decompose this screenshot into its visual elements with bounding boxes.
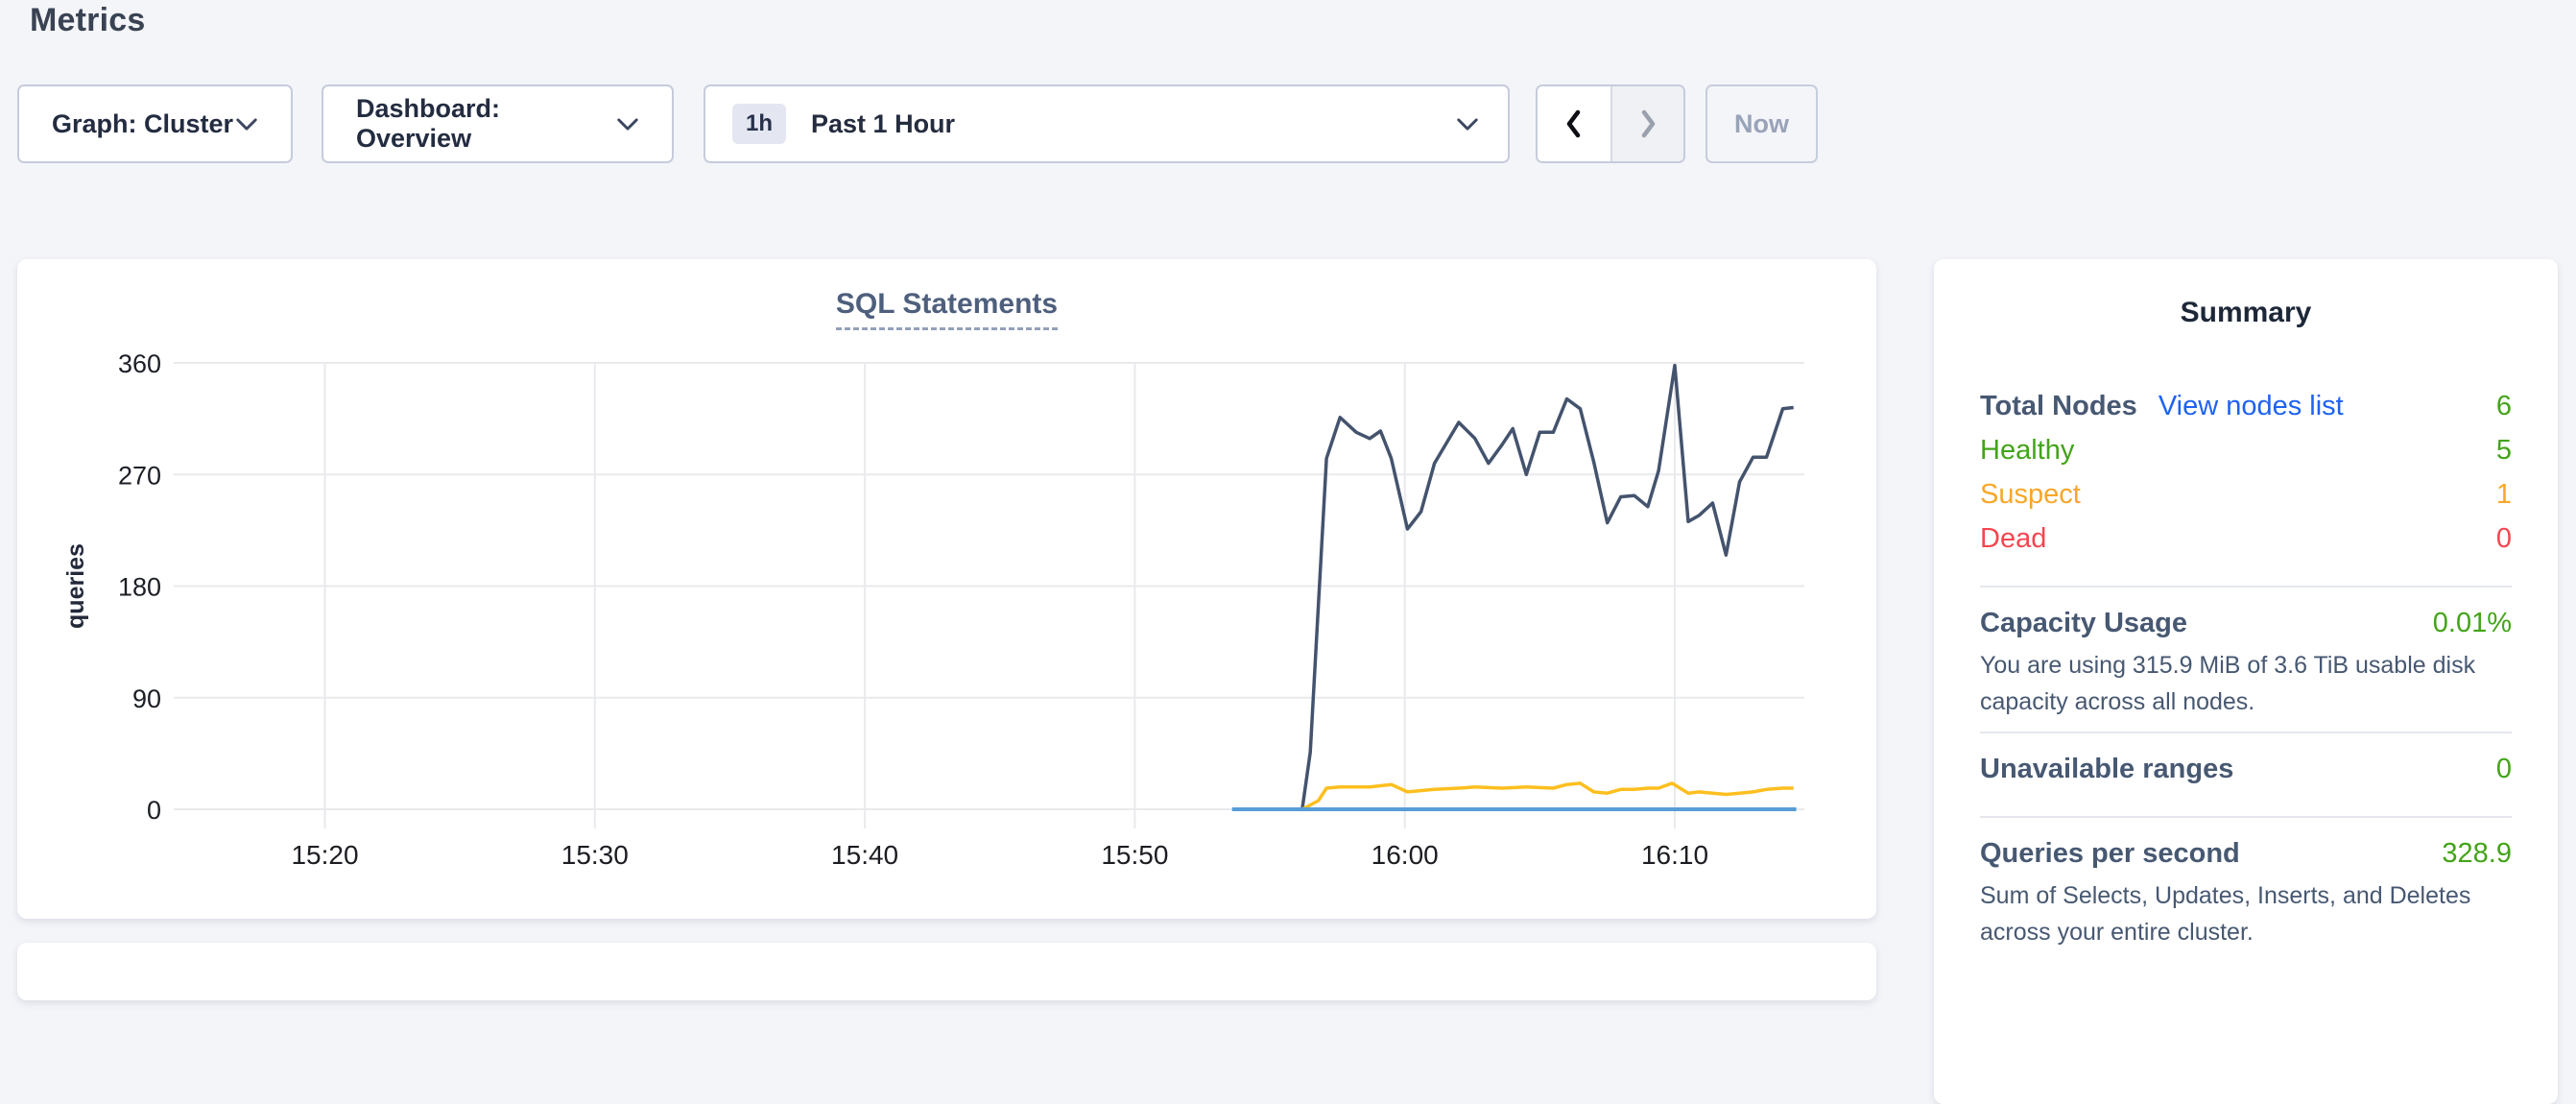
sql-statements-chart: 0 90 180 270 360 15:20 15:30 15:40 15:50 16:00 16:…: [62, 349, 1804, 870]
now-button[interactable]: Now: [1705, 84, 1818, 163]
next-time-window-button[interactable]: [1610, 86, 1683, 161]
capacity-usage-value: 0.01%: [2432, 607, 2512, 638]
svg-text:0: 0: [147, 796, 161, 825]
chevron-down-icon: [236, 117, 257, 131]
total-nodes-label: Total Nodes: [1980, 390, 2137, 421]
chart-gridlines: [174, 362, 1804, 828]
summary-title: Summary: [2180, 297, 2312, 328]
page-title: Metrics: [30, 2, 146, 38]
svg-text:15:50: 15:50: [1101, 840, 1168, 870]
statements-yellow-line: [1300, 781, 1794, 811]
summary-panel: Summary Total Nodes View nodes list 6 He…: [1934, 259, 2558, 1104]
graph-dropdown-label: Graph: Cluster: [52, 108, 234, 138]
chevron-down-icon: [617, 117, 638, 131]
queries-per-second-value: 328.9: [2442, 837, 2512, 869]
chevron-left-icon: [1566, 109, 1581, 138]
svg-text:360: 360: [118, 349, 161, 378]
queries-per-second-row: Queries per second 328.9: [1980, 831, 2512, 876]
suspect-nodes-row: Suspect 1: [1980, 472, 2512, 516]
time-step-buttons: [1536, 84, 1685, 163]
svg-text:16:10: 16:10: [1641, 840, 1708, 870]
dead-value: 0: [2495, 522, 2512, 554]
unavailable-ranges-value: 0: [2495, 753, 2512, 784]
svg-text:15:30: 15:30: [561, 840, 629, 870]
view-nodes-list-link[interactable]: View nodes list: [2158, 390, 2344, 421]
svg-text:90: 90: [132, 684, 161, 713]
queries-per-second-label: Queries per second: [1980, 837, 2240, 869]
healthy-value: 5: [2495, 434, 2512, 466]
suspect-value: 1: [2495, 478, 2512, 510]
suspect-label: Suspect: [1980, 478, 2081, 510]
nodes-summary: Total Nodes View nodes list 6 Healthy 5 …: [1980, 384, 2512, 561]
total-nodes-row: Total Nodes View nodes list 6: [1980, 384, 2512, 428]
capacity-usage-description: You are using 315.9 MiB of 3.6 TiB usabl…: [1980, 652, 2476, 715]
total-nodes-value: 6: [2495, 390, 2512, 421]
unavailable-ranges-row: Unavailable ranges 0: [1980, 747, 2512, 791]
healthy-nodes-row: Healthy 5: [1980, 428, 2512, 472]
previous-time-window-button[interactable]: [1538, 86, 1610, 161]
svg-text:queries: queries: [62, 543, 89, 629]
time-range-badge: 1h: [732, 104, 787, 144]
svg-text:15:20: 15:20: [291, 840, 358, 870]
time-range-selector[interactable]: 1h Past 1 Hour: [704, 84, 1510, 163]
time-range-label: Past 1 Hour: [811, 108, 956, 138]
divider: [1980, 816, 2512, 818]
svg-text:270: 270: [118, 461, 161, 490]
svg-text:180: 180: [118, 573, 161, 602]
chart-title-row: SQL Statements: [17, 288, 1876, 330]
chart-axis-labels: 0 90 180 270 360 15:20 15:30 15:40 15:50 16:00 16:…: [62, 349, 1708, 870]
svg-text:15:40: 15:40: [831, 840, 898, 870]
divider: [1980, 586, 2512, 588]
unavailable-ranges-label: Unavailable ranges: [1980, 753, 2234, 784]
chevron-right-icon: [1641, 109, 1656, 138]
dead-nodes-row: Dead 0: [1980, 516, 2512, 561]
capacity-usage-row: Capacity Usage 0.01%: [1980, 601, 2512, 645]
next-chart-card: [17, 943, 1876, 1000]
dashboard-dropdown-label: Dashboard: Overview: [356, 94, 501, 153]
graph-dropdown[interactable]: Graph: Cluster: [17, 84, 293, 163]
statements-dark-line: [1300, 363, 1794, 810]
dead-label: Dead: [1980, 522, 2047, 554]
capacity-usage-label: Capacity Usage: [1980, 607, 2187, 638]
queries-per-second-description: Sum of Selects, Updates, Inserts, and De…: [1980, 882, 2471, 946]
chart-title[interactable]: SQL Statements: [835, 288, 1059, 330]
metrics-toolbar: Graph: Cluster Dashboard: Overview 1h Pa…: [17, 84, 1818, 163]
dashboard-dropdown[interactable]: Dashboard: Overview: [322, 84, 674, 163]
divider: [1980, 732, 2512, 733]
chevron-down-icon: [1457, 117, 1478, 131]
svg-text:16:00: 16:00: [1371, 840, 1439, 870]
sql-statements-chart-card: SQL Statements 0 90 180 270 360 15:20 15:30 15:…: [17, 259, 1876, 919]
healthy-label: Healthy: [1980, 434, 2075, 466]
